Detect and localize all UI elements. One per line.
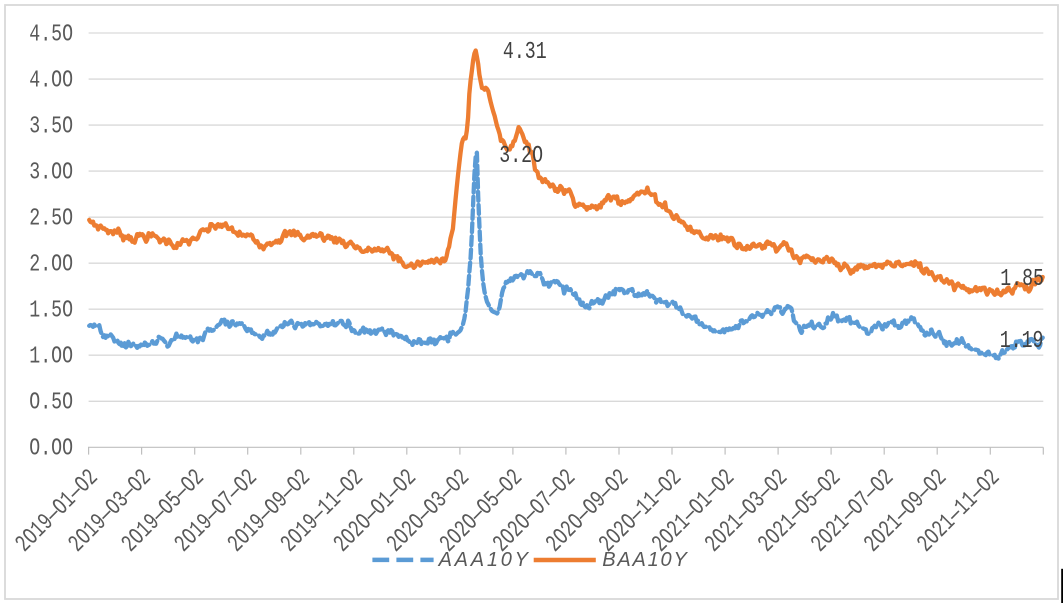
svg-text:4.5O: 4.5O — [29, 21, 73, 48]
svg-text:BAA10Y: BAA10Y — [602, 549, 688, 571]
svg-text:3.2O: 3.2O — [499, 143, 543, 170]
svg-text:1.5O: 1.5O — [29, 297, 73, 324]
svg-text:3.5O: 3.5O — [29, 113, 73, 140]
svg-text:1.85: 1.85 — [1000, 266, 1044, 293]
svg-text:O.OO: O.OO — [29, 436, 73, 463]
svg-text:2.5O: 2.5O — [29, 205, 73, 232]
svg-text:2.OO: 2.OO — [29, 251, 73, 278]
svg-text:3.OO: 3.OO — [29, 159, 73, 186]
svg-text:4.OO: 4.OO — [29, 67, 73, 94]
svg-text:AAA10Y: AAA10Y — [438, 549, 531, 571]
svg-text:1.OO: 1.OO — [29, 343, 73, 370]
svg-text:1.19: 1.19 — [1000, 328, 1044, 355]
svg-text:4.31: 4.31 — [503, 39, 547, 66]
svg-text:O.5O: O.5O — [29, 390, 73, 417]
